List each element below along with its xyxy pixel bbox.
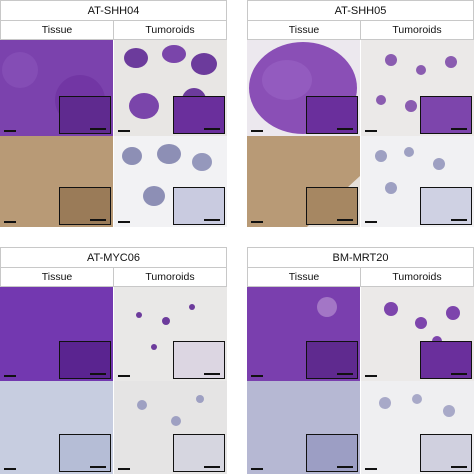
scale-bar bbox=[365, 221, 377, 223]
scale-bar bbox=[4, 221, 16, 223]
magnified-inset bbox=[420, 434, 472, 472]
ihc-tumoroids-image bbox=[114, 381, 227, 474]
he-tissue-image bbox=[0, 40, 113, 136]
scale-bar bbox=[451, 219, 467, 221]
scale-bar bbox=[251, 375, 263, 377]
panel-title: AT-SHH04 bbox=[0, 0, 227, 20]
column-header-tumoroids: Tumoroids bbox=[360, 20, 474, 40]
column-header-tumoroids: Tumoroids bbox=[360, 267, 474, 287]
scale-bar bbox=[204, 128, 220, 130]
panel-bm-mrt20: BM-MRT20 Tissue Tumoroids bbox=[247, 247, 474, 474]
magnified-inset bbox=[173, 187, 225, 225]
he-tumoroids-image bbox=[361, 40, 474, 136]
ihc-tumoroids-image bbox=[361, 136, 474, 227]
panel-title: AT-MYC06 bbox=[0, 247, 227, 267]
panel-at-shh05: AT-SHH05 Tissue Tumoroids bbox=[247, 0, 474, 227]
magnified-inset bbox=[306, 187, 358, 225]
magnified-inset bbox=[173, 341, 225, 379]
scale-bar bbox=[118, 375, 130, 377]
column-header-tumoroids: Tumoroids bbox=[113, 267, 227, 287]
column-header-tissue: Tissue bbox=[0, 267, 114, 287]
ihc-tumoroids-image bbox=[114, 136, 227, 227]
he-tissue-image bbox=[247, 287, 360, 381]
magnified-inset bbox=[59, 96, 111, 134]
scale-bar bbox=[251, 468, 263, 470]
scale-bar bbox=[204, 373, 220, 375]
magnified-inset bbox=[420, 341, 472, 379]
column-header-tissue: Tissue bbox=[247, 267, 361, 287]
ihc-tissue-image bbox=[247, 136, 360, 227]
scale-bar bbox=[90, 219, 106, 221]
scale-bar bbox=[365, 468, 377, 470]
scale-bar bbox=[118, 221, 130, 223]
column-header-tumoroids: Tumoroids bbox=[113, 20, 227, 40]
scale-bar bbox=[118, 468, 130, 470]
he-tumoroids-image bbox=[361, 287, 474, 381]
column-header-tissue: Tissue bbox=[0, 20, 114, 40]
ihc-tumoroids-image bbox=[361, 381, 474, 474]
scale-bar bbox=[451, 466, 467, 468]
magnified-inset bbox=[59, 434, 111, 472]
scale-bar bbox=[365, 130, 377, 132]
scale-bar bbox=[337, 128, 353, 130]
scale-bar bbox=[337, 466, 353, 468]
scale-bar bbox=[451, 373, 467, 375]
magnified-inset bbox=[420, 96, 472, 134]
scale-bar bbox=[118, 130, 130, 132]
scale-bar bbox=[251, 130, 263, 132]
magnified-inset bbox=[306, 434, 358, 472]
scale-bar bbox=[90, 128, 106, 130]
scale-bar bbox=[337, 373, 353, 375]
magnified-inset bbox=[306, 96, 358, 134]
magnified-inset bbox=[173, 434, 225, 472]
panel-title: AT-SHH05 bbox=[247, 0, 474, 20]
he-tumoroids-image bbox=[114, 287, 227, 381]
he-tumoroids-image bbox=[114, 40, 227, 136]
scale-bar bbox=[451, 128, 467, 130]
scale-bar bbox=[90, 373, 106, 375]
scale-bar bbox=[251, 221, 263, 223]
magnified-inset bbox=[59, 187, 111, 225]
scale-bar bbox=[204, 466, 220, 468]
magnified-inset bbox=[59, 341, 111, 379]
magnified-inset bbox=[420, 187, 472, 225]
scale-bar bbox=[204, 219, 220, 221]
column-header-tissue: Tissue bbox=[247, 20, 361, 40]
he-tissue-image bbox=[0, 287, 113, 381]
ihc-tissue-image bbox=[247, 381, 360, 474]
he-tissue-image bbox=[247, 40, 360, 136]
panel-title: BM-MRT20 bbox=[247, 247, 474, 267]
scale-bar bbox=[337, 219, 353, 221]
ihc-tissue-image bbox=[0, 381, 113, 474]
magnified-inset bbox=[306, 341, 358, 379]
panel-at-shh04: AT-SHH04 Tissue Tumoroids bbox=[0, 0, 227, 227]
ihc-tissue-image bbox=[0, 136, 113, 227]
scale-bar bbox=[365, 375, 377, 377]
scale-bar bbox=[4, 468, 16, 470]
panel-at-myc06: AT-MYC06 Tissue Tumoroids bbox=[0, 247, 227, 474]
scale-bar bbox=[4, 130, 16, 132]
scale-bar bbox=[4, 375, 16, 377]
scale-bar bbox=[90, 466, 106, 468]
magnified-inset bbox=[173, 96, 225, 134]
